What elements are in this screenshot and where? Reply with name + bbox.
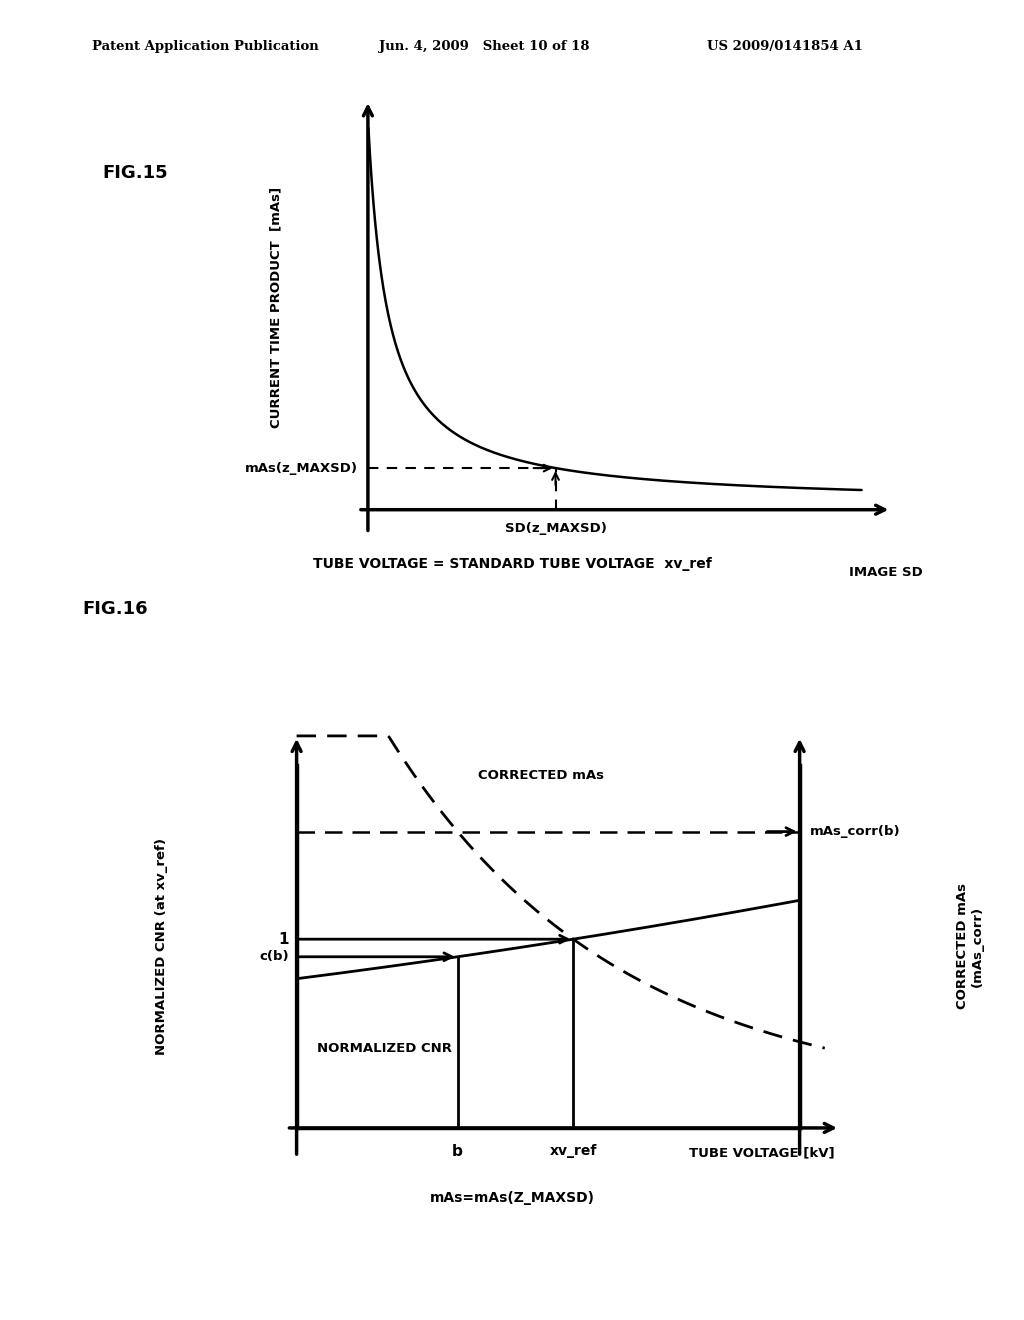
Text: TUBE VOLTAGE = STANDARD TUBE VOLTAGE  xv_ref: TUBE VOLTAGE = STANDARD TUBE VOLTAGE xv_…: [312, 557, 712, 572]
Text: IMAGE SD: IMAGE SD: [850, 566, 924, 579]
Text: mAs(z_MAXSD): mAs(z_MAXSD): [245, 462, 358, 475]
Text: xv_ref: xv_ref: [550, 1144, 597, 1158]
Text: FIG.16: FIG.16: [82, 599, 147, 618]
Text: NORMALIZED CNR (at xv_ref): NORMALIZED CNR (at xv_ref): [156, 838, 168, 1055]
Text: CURRENT TIME PRODUCT  [mAs]: CURRENT TIME PRODUCT [mAs]: [269, 187, 283, 429]
Text: CORRECTED mAs
(mAs_corr): CORRECTED mAs (mAs_corr): [956, 883, 984, 1010]
Text: 1: 1: [279, 932, 289, 946]
Text: FIG.15: FIG.15: [102, 164, 168, 182]
Text: c(b): c(b): [259, 950, 289, 964]
Text: US 2009/0141854 A1: US 2009/0141854 A1: [707, 40, 862, 53]
Text: mAs=mAs(Z_MAXSD): mAs=mAs(Z_MAXSD): [429, 1191, 595, 1205]
Text: Patent Application Publication: Patent Application Publication: [92, 40, 318, 53]
Text: CORRECTED mAs: CORRECTED mAs: [477, 770, 604, 783]
Text: b: b: [453, 1144, 463, 1159]
Text: TUBE VOLTAGE [kV]: TUBE VOLTAGE [kV]: [689, 1146, 835, 1159]
Text: Jun. 4, 2009   Sheet 10 of 18: Jun. 4, 2009 Sheet 10 of 18: [379, 40, 590, 53]
Text: NORMALIZED CNR: NORMALIZED CNR: [316, 1041, 452, 1055]
Text: mAs_corr(b): mAs_corr(b): [810, 825, 900, 838]
Text: SD(z_MAXSD): SD(z_MAXSD): [505, 521, 606, 535]
